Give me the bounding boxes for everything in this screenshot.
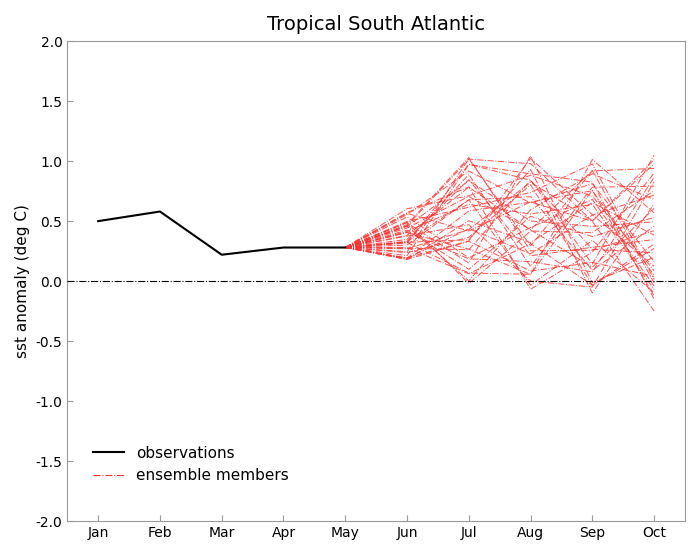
Y-axis label: sst anomaly (deg C): sst anomaly (deg C) — [15, 204, 30, 358]
Legend: observations, ensemble members: observations, ensemble members — [88, 440, 295, 490]
Title: Tropical South Atlantic: Tropical South Atlantic — [267, 15, 485, 34]
